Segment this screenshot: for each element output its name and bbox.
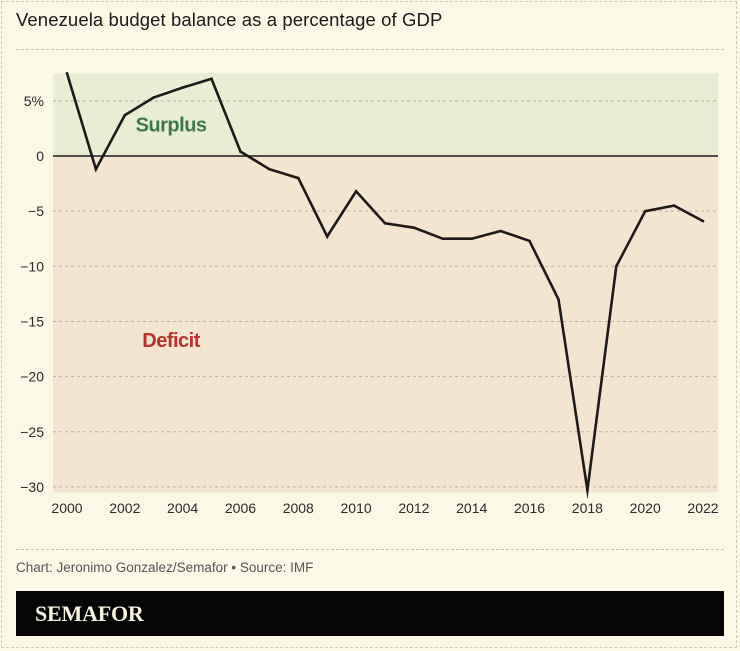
x-tick-label: 2012 [398,500,429,516]
y-tick-label: −10 [20,258,44,274]
surplus-band [53,73,718,156]
surplus-label: Surplus [136,115,207,137]
data-point [528,239,531,243]
data-point [65,71,69,75]
data-point [268,167,271,171]
deficit-band [53,156,718,493]
data-point [557,298,560,301]
x-tick-label: 2004 [167,500,198,516]
x-tick-label: 2008 [283,500,314,516]
y-tick-label: 0 [36,148,44,164]
chart-title: Venezuela budget balance as a percentage… [16,9,443,30]
data-point [354,189,358,193]
data-point [499,229,502,233]
line-chart: 5% 0 −5 −10 −15 −20 −25 −30 2000 2002 2004 2006 200… [20,71,719,516]
footer-divider [16,549,724,550]
x-tick-label: 2020 [630,500,661,516]
data-point [672,204,676,207]
x-tick-label: 2010 [341,500,372,516]
data-point [412,226,416,229]
brand-logo: SEMAFOR [35,601,144,626]
data-point [586,488,589,492]
data-point [152,96,156,99]
x-tick-label: 2000 [51,500,82,516]
data-point [701,219,705,223]
x-tick-label: 2018 [572,500,603,516]
chart-credit: Chart: Jeronimo Gonzalez/Semafor • Sourc… [16,560,314,575]
x-tick-label: 2016 [514,500,545,516]
y-tick-label: −25 [20,424,44,440]
y-tick-label: −30 [20,479,44,495]
y-tick-label: 5% [24,93,44,109]
y-tick-label: −20 [20,369,44,385]
title-divider [16,49,724,50]
data-point [181,86,184,89]
data-point [94,167,98,171]
data-point [296,176,300,180]
y-tick-label: −15 [20,313,44,329]
brand-bar: SEMAFOR [16,591,724,636]
data-point [325,235,329,238]
data-point [210,77,213,81]
deficit-label: Deficit [142,330,200,352]
x-tick-label: 2006 [225,500,256,516]
y-tick-label: −5 [28,203,44,219]
data-point [614,265,618,268]
data-point [123,113,127,117]
data-point [470,237,474,241]
x-tick-label: 2014 [456,500,487,516]
x-tick-label: 2022 [687,500,718,516]
data-point [383,221,387,225]
data-point [441,237,445,241]
x-tick-label: 2002 [109,500,140,516]
data-point [239,150,242,153]
data-point [643,209,647,213]
